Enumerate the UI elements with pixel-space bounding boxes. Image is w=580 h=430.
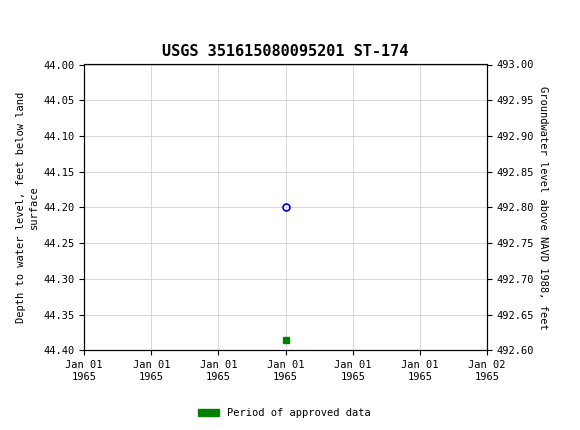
Legend: Period of approved data: Period of approved data xyxy=(194,404,375,423)
Title: USGS 351615080095201 ST-174: USGS 351615080095201 ST-174 xyxy=(162,44,409,59)
Text: USGS: USGS xyxy=(38,12,93,29)
Y-axis label: Depth to water level, feet below land
surface: Depth to water level, feet below land su… xyxy=(16,92,39,323)
Y-axis label: Groundwater level above NAVD 1988, feet: Groundwater level above NAVD 1988, feet xyxy=(538,86,548,329)
